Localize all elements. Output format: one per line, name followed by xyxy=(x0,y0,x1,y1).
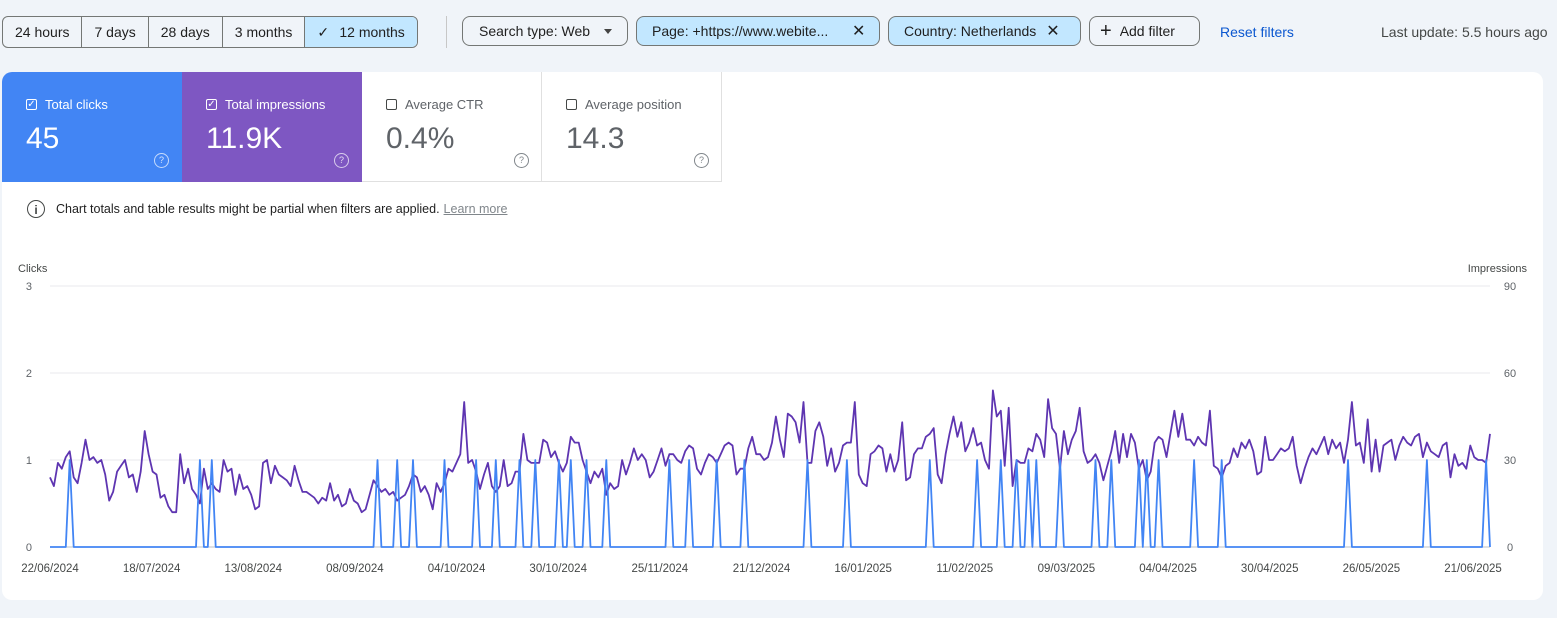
top-bar: 24 hours 7 days 28 days 3 months ✓ 12 mon… xyxy=(0,0,1557,64)
search-type-dropdown[interactable]: Search type: Web xyxy=(462,16,628,46)
y-left-tick-label: 2 xyxy=(26,368,32,380)
metric-value: 0.4% xyxy=(386,122,455,155)
range-7-days[interactable]: 7 days xyxy=(82,17,149,47)
range-12-months-label: 12 months xyxy=(339,24,405,40)
metric-total-clicks[interactable]: ✓ Total clicks 45 ? xyxy=(2,72,182,182)
x-tick-label: 16/01/2025 xyxy=(834,563,892,575)
metric-label: Average position xyxy=(585,97,682,112)
metric-value: 11.9K xyxy=(206,122,283,155)
x-tick-label: 11/02/2025 xyxy=(936,563,993,575)
y-right-tick-label: 0 xyxy=(1507,542,1513,554)
x-tick-label: 04/04/2025 xyxy=(1139,563,1197,575)
metric-label-row: Average CTR xyxy=(386,97,484,112)
page-filter-label: Page: +https://www.webite... xyxy=(652,23,829,39)
range-24-hours[interactable]: 24 hours xyxy=(3,17,83,47)
checkbox-checked-icon[interactable]: ✓ xyxy=(26,98,37,110)
metric-average-position[interactable]: Average position 14.3 ? xyxy=(542,72,722,182)
last-update-text: Last update: 5.5 hours ago xyxy=(1381,24,1548,40)
metric-label-row: ✓ Total impressions xyxy=(206,97,325,112)
range-3-months[interactable]: 3 months xyxy=(223,17,306,47)
country-filter-chip[interactable]: Country: Netherlands ✕ xyxy=(888,16,1081,46)
clicks-line xyxy=(50,459,1491,548)
add-filter-label: Add filter xyxy=(1119,23,1175,39)
search-type-label: Search type: Web xyxy=(479,23,591,39)
country-filter-label: Country: Netherlands xyxy=(904,23,1037,39)
chart-series xyxy=(49,389,1491,548)
help-icon[interactable]: ? xyxy=(694,153,709,168)
metric-label-row: ✓ Total clicks xyxy=(26,97,108,112)
y-left-tick-label: 0 xyxy=(26,542,32,554)
y-right-tick-label: 30 xyxy=(1504,455,1516,467)
x-tick-label: 21/12/2024 xyxy=(733,563,791,575)
y-left-tick-label: 3 xyxy=(26,281,32,293)
metric-label: Total impressions xyxy=(225,97,326,112)
x-tick-label: 08/09/2024 xyxy=(326,563,384,575)
page-filter-chip[interactable]: Page: +https://www.webite... ✕ xyxy=(636,16,880,46)
x-tick-label: 22/06/2024 xyxy=(21,563,79,575)
check-icon: ✓ xyxy=(317,24,330,40)
info-icon: i xyxy=(27,200,45,218)
reset-filters-link[interactable]: Reset filters xyxy=(1220,24,1294,40)
metric-value: 45 xyxy=(26,122,60,155)
x-tick-label: 26/05/2025 xyxy=(1343,563,1401,575)
range-12-months[interactable]: ✓ 12 months xyxy=(305,17,417,47)
y-right-axis-title: Impressions xyxy=(1468,263,1528,275)
metric-label-row: Average position xyxy=(566,97,682,112)
notice-text: Chart totals and table results might be … xyxy=(56,202,440,216)
close-icon[interactable]: ✕ xyxy=(852,23,866,40)
metric-label: Total clicks xyxy=(45,97,108,112)
y-left-axis-title: Clicks xyxy=(18,263,48,275)
range-28-days[interactable]: 28 days xyxy=(149,17,223,47)
checkbox-checked-icon[interactable]: ✓ xyxy=(206,98,217,110)
checkbox-unchecked-icon[interactable] xyxy=(566,99,577,110)
checkbox-unchecked-icon[interactable] xyxy=(386,99,397,110)
help-icon[interactable]: ? xyxy=(514,153,529,168)
partial-data-notice: i Chart totals and table results might b… xyxy=(27,200,507,218)
chart-grid xyxy=(50,285,1490,548)
impressions-line xyxy=(49,389,1491,514)
close-icon[interactable]: ✕ xyxy=(1046,23,1060,40)
y-left-tick-label: 1 xyxy=(26,455,32,467)
x-tick-label: 30/04/2025 xyxy=(1241,563,1299,575)
help-icon[interactable]: ? xyxy=(334,153,349,168)
metric-value: 14.3 xyxy=(566,122,625,155)
metric-average-ctr[interactable]: Average CTR 0.4% ? xyxy=(362,72,542,182)
plus-icon: + xyxy=(1100,20,1112,42)
x-tick-label: 09/03/2025 xyxy=(1038,563,1096,575)
metric-total-impressions[interactable]: ✓ Total impressions 11.9K ? xyxy=(182,72,362,182)
date-range-selector: 24 hours 7 days 28 days 3 months ✓ 12 mon… xyxy=(2,16,418,48)
y-right-tick-label: 60 xyxy=(1504,368,1516,380)
help-icon[interactable]: ? xyxy=(154,153,169,168)
toolbar-divider xyxy=(446,16,447,48)
x-tick-label: 21/06/2025 xyxy=(1444,563,1502,575)
metric-label: Average CTR xyxy=(405,97,484,112)
learn-more-link[interactable]: Learn more xyxy=(443,202,508,216)
x-tick-label: 13/08/2024 xyxy=(225,563,283,575)
performance-card: ✓ Total clicks 45 ? ✓ Total impressions 11… xyxy=(2,72,1543,600)
add-filter-button[interactable]: + Add filter xyxy=(1089,16,1200,46)
x-tick-label: 25/11/2024 xyxy=(632,563,689,575)
caret-down-icon xyxy=(604,28,613,34)
y-right-tick-label: 90 xyxy=(1504,281,1516,293)
x-tick-label: 30/10/2024 xyxy=(529,563,587,575)
x-tick-label: 18/07/2024 xyxy=(123,563,181,575)
x-tick-label: 04/10/2024 xyxy=(428,563,486,575)
